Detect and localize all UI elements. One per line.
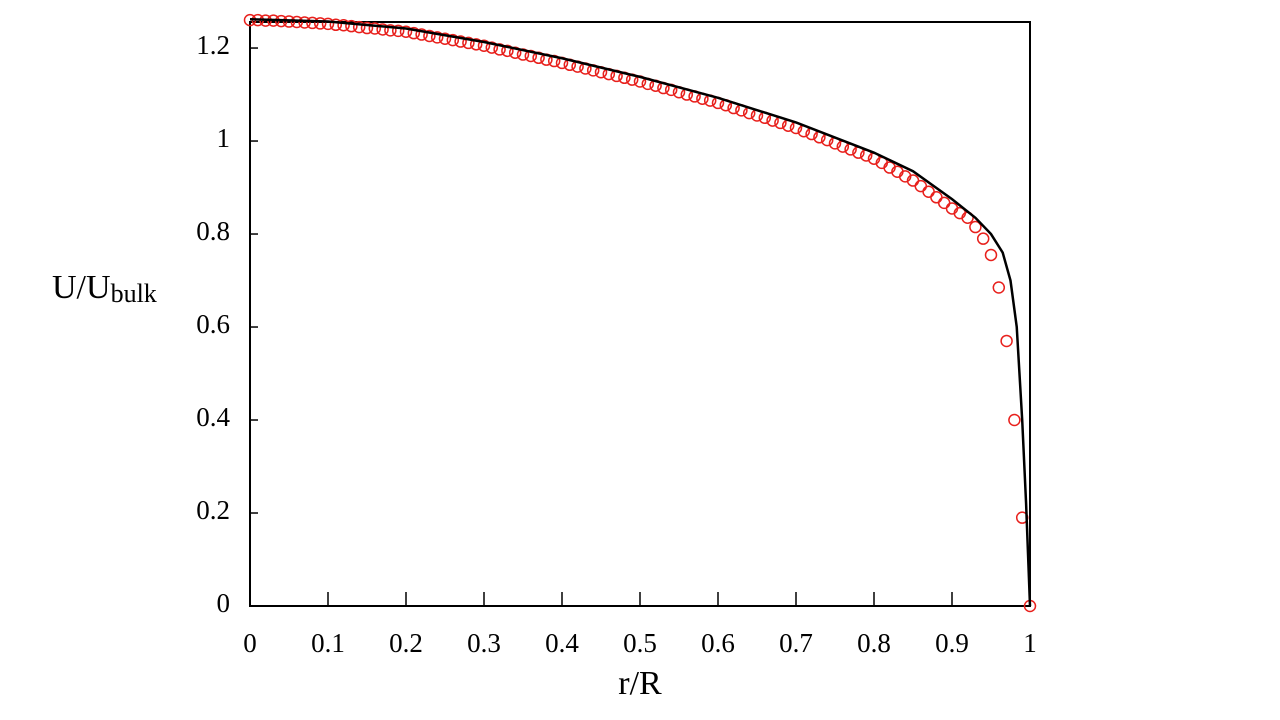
x-tick-label: 1	[1023, 628, 1037, 658]
data-point	[1000, 334, 1013, 348]
y-tick-label: 1	[217, 123, 231, 153]
data-point	[524, 49, 538, 63]
y-tick-label: 0.8	[196, 216, 230, 246]
data-point	[345, 19, 358, 33]
data-point	[969, 220, 982, 234]
data-point	[937, 196, 951, 210]
data-point	[321, 17, 335, 31]
y-tick-label: 0	[217, 588, 231, 618]
data-point	[493, 43, 506, 56]
data-point	[454, 35, 467, 48]
data-point	[391, 24, 405, 38]
data-point	[914, 179, 928, 193]
x-tick-label: 0.9	[935, 628, 969, 658]
x-tick-label: 0.2	[389, 628, 423, 658]
x-tick-label: 0.1	[311, 628, 345, 658]
data-point	[329, 18, 343, 32]
profile-line	[249, 17, 1032, 607]
data-point	[984, 248, 998, 262]
data-point	[306, 16, 319, 30]
y-axis-label: U/Ubulk	[52, 269, 157, 308]
data-point	[462, 36, 475, 50]
x-tick-label: 0.6	[701, 628, 735, 658]
data-point	[415, 28, 428, 41]
y-axis-label-sub: bulk	[111, 279, 157, 308]
data-point	[976, 232, 990, 245]
x-tick-label: 0.5	[623, 628, 657, 658]
data-point	[384, 24, 397, 37]
data-point	[423, 29, 436, 43]
data-point	[922, 185, 935, 198]
y-tick-label: 0.6	[196, 309, 230, 339]
data-point	[352, 20, 366, 34]
data-point	[930, 191, 943, 204]
data-point	[430, 31, 444, 44]
data-point	[477, 39, 491, 52]
x-tick-label: 0.4	[545, 628, 579, 658]
y-axis-label-main: U/U	[52, 269, 111, 306]
data-point	[508, 46, 522, 59]
data-point	[446, 33, 460, 47]
data-point	[469, 38, 483, 51]
y-tick-label: 0.2	[196, 495, 230, 525]
data-point	[1008, 413, 1021, 427]
data-point	[368, 22, 382, 35]
data-point	[376, 23, 389, 36]
data-point	[399, 25, 413, 39]
data-point	[501, 44, 514, 58]
data-point	[485, 41, 499, 54]
data-point	[298, 16, 311, 29]
data-point	[313, 17, 327, 30]
data-point	[438, 32, 452, 45]
x-tick-label: 0.8	[857, 628, 891, 658]
y-tick-label: 0.4	[196, 402, 230, 432]
x-tick-label: 0.7	[779, 628, 813, 658]
plot-frame	[249, 21, 1031, 607]
data-point	[407, 26, 421, 40]
x-axis-label: r/R	[618, 665, 662, 702]
data-point	[360, 21, 374, 35]
y-tick-label: 1.2	[196, 30, 230, 60]
data-point	[992, 281, 1006, 294]
data-point	[337, 19, 350, 32]
x-tick-label: 0	[243, 628, 257, 658]
x-tick-label: 0.3	[467, 628, 501, 658]
